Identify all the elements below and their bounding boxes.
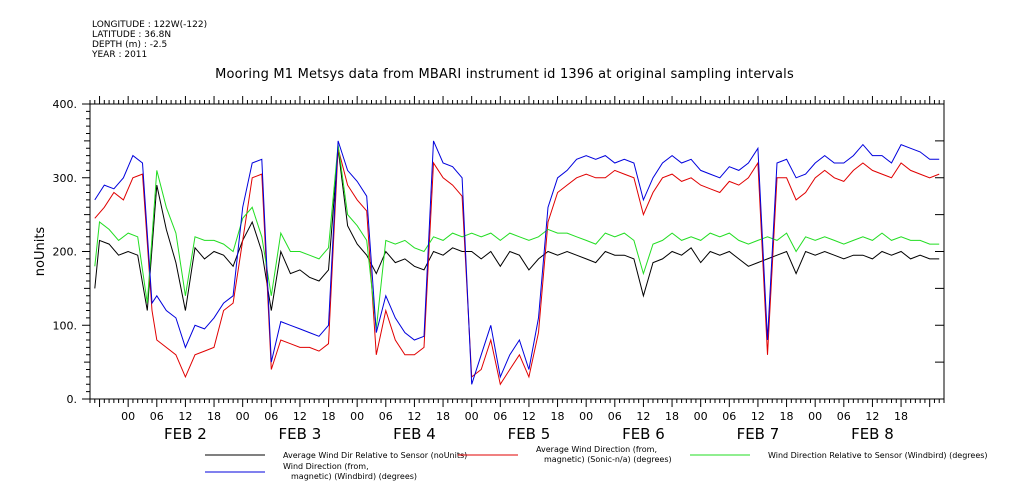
x-tick-label: 00 [579, 410, 593, 423]
x-tick-label: 12 [865, 410, 879, 423]
day-label: FEB 4 [393, 425, 436, 443]
y-axis-label: noUnits [33, 227, 48, 277]
legend-label-3: Wind Direction (from, magnetic) (Windbird… [283, 462, 417, 481]
day-label: FEB 5 [508, 425, 551, 443]
day-label: FEB 2 [164, 425, 207, 443]
y-tick-label: 400. [53, 98, 78, 111]
legend-label-2: Wind Direction Relative to Sensor (Windb… [768, 451, 988, 460]
series-line-2 [94, 144, 940, 329]
legend-label-0: Average Wind Dir Relative to Sensor (noU… [283, 451, 467, 460]
day-label: FEB 6 [622, 425, 665, 443]
legend: Average Wind Dir Relative to Sensor (noU… [205, 445, 988, 481]
x-tick-label: 06 [264, 410, 278, 423]
x-tick-label: 06 [379, 410, 393, 423]
x-tick-label: 18 [894, 410, 908, 423]
x-tick-label: 06 [722, 410, 736, 423]
x-tick-label: 12 [407, 410, 421, 423]
plot-frame [89, 103, 945, 400]
x-tick-label: 12 [751, 410, 765, 423]
x-tick-label: 18 [780, 410, 794, 423]
x-tick-label: 12 [522, 410, 536, 423]
x-tick-label: 00 [350, 410, 364, 423]
axes-layer: 00 06 12 18 00 06 12 18 00 06 12 18 00 06 12 18 00 06 12 18… [53, 96, 945, 443]
legend-label-1: Average Wind Direction (from, magnetic) (… [536, 445, 672, 464]
series-line-3 [94, 140, 940, 385]
meta-year: YEAR : 2011 [92, 50, 148, 60]
day-label: FEB 3 [279, 425, 322, 443]
x-tick-label: 00 [465, 410, 479, 423]
y-tick-label: 0. [67, 393, 78, 406]
x-tick-label: 18 [436, 410, 450, 423]
chart-title: Mooring M1 Metsys data from MBARI instru… [215, 67, 794, 82]
x-tick-label: 06 [837, 410, 851, 423]
series-line-1 [94, 148, 940, 386]
x-tick-label: 00 [236, 410, 250, 423]
x-tick-label: 00 [121, 410, 135, 423]
y-tick-label: 200. [53, 246, 78, 259]
x-tick-label: 18 [665, 410, 679, 423]
day-label: FEB 7 [737, 425, 780, 443]
meta-longitude: LONGITUDE : 122W(-122) [92, 20, 208, 30]
x-tick-label: 06 [150, 410, 164, 423]
x-tick-label: 00 [694, 410, 708, 423]
x-tick-label: 00 [808, 410, 822, 423]
series-layer [94, 140, 940, 386]
y-tick-label: 100. [53, 319, 78, 332]
x-tick-label: 06 [608, 410, 622, 423]
x-tick-label: 06 [493, 410, 507, 423]
y-tick-label: 300. [53, 172, 78, 185]
x-tick-label: 18 [207, 410, 221, 423]
x-tick-label: 18 [551, 410, 565, 423]
x-tick-label: 12 [293, 410, 307, 423]
metadata-block: LONGITUDE : 122W(-122) LATITUDE : 36.8N … [92, 20, 207, 60]
meta-depth: DEPTH (m) : -2.5 [92, 40, 168, 50]
x-tick-label: 12 [636, 410, 650, 423]
series-line-0 [94, 148, 940, 311]
x-tick-label: 18 [322, 410, 336, 423]
x-tick-label: 12 [178, 410, 192, 423]
day-label: FEB 8 [851, 425, 894, 443]
meta-latitude: LATITUDE : 36.8N [92, 30, 172, 40]
